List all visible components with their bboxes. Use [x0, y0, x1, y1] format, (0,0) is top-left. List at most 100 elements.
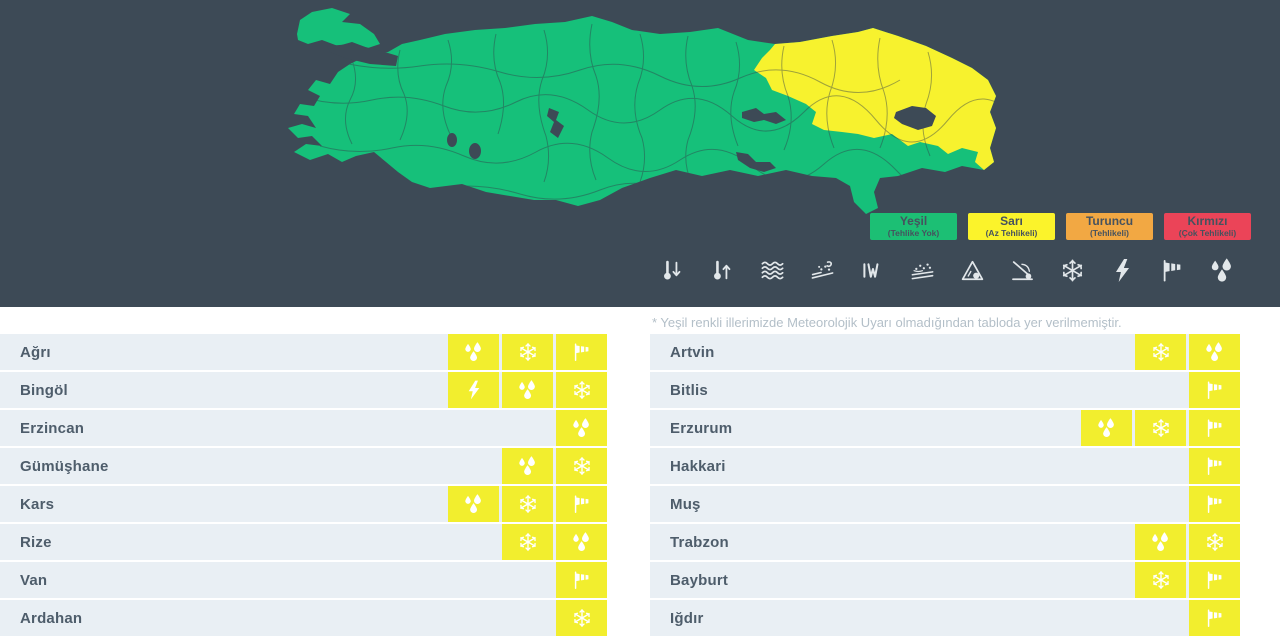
warning-cells	[1189, 448, 1240, 484]
rain-warning-cell[interactable]	[556, 410, 607, 446]
turkey-warning-map[interactable]	[0, 0, 1280, 307]
legend-label: Turuncu	[1085, 214, 1134, 229]
warning-cells	[448, 334, 607, 370]
wind-warning-cell[interactable]	[1189, 600, 1240, 636]
province-row[interactable]: Bitlis	[650, 372, 1240, 408]
snow-warning-cell[interactable]	[556, 600, 607, 636]
province-row[interactable]: Gümüşhane	[0, 448, 607, 484]
warning-cells	[448, 372, 607, 408]
province-row[interactable]: Rize	[0, 524, 607, 560]
province-row[interactable]: Ardahan	[0, 600, 607, 636]
legend-label: Kırmızı	[1187, 214, 1228, 229]
frost-icon	[847, 252, 897, 288]
rain-warning-cell[interactable]	[556, 524, 607, 560]
warning-cells	[1135, 524, 1240, 560]
risk-legend: Yeşil (Tehlike Yok) Sarı (Az Tehlikeli) Turu…	[870, 213, 1251, 240]
thunder-warning-cell[interactable]	[448, 372, 499, 408]
wind-warning-cell[interactable]	[1189, 410, 1240, 446]
snow-warning-cell[interactable]	[1135, 334, 1186, 370]
snow-warning-cell[interactable]	[556, 448, 607, 484]
warning-cells	[1189, 486, 1240, 522]
province-name: Gümüşhane	[20, 457, 109, 475]
province-row[interactable]: Artvin	[650, 334, 1240, 370]
warning-cells	[1081, 410, 1240, 446]
province-name: Iğdır	[670, 609, 704, 627]
temperature-rise-icon	[697, 252, 747, 288]
province-name: Van	[20, 571, 48, 589]
wind-warning-cell[interactable]	[1189, 448, 1240, 484]
legend-label: Yeşil	[899, 214, 928, 229]
province-row[interactable]: Muş	[650, 486, 1240, 522]
province-row[interactable]: Van	[0, 562, 607, 598]
wind-warning-cell[interactable]	[1189, 372, 1240, 408]
province-row[interactable]: Trabzon	[650, 524, 1240, 560]
rain-warning-cell[interactable]	[448, 334, 499, 370]
wind-warning-cell[interactable]	[1189, 486, 1240, 522]
map-region-thrace[interactable]	[297, 8, 380, 48]
province-name: Bitlis	[670, 381, 708, 399]
warning-map-panel: Yeşil (Tehlike Yok) Sarı (Az Tehlikeli) Turu…	[0, 0, 1280, 307]
warning-cells	[502, 448, 607, 484]
legend-red: Kırmızı (Çok Tehlikeli)	[1164, 213, 1251, 240]
snow-warning-cell[interactable]	[1135, 562, 1186, 598]
province-name: Erzincan	[20, 419, 85, 437]
keban-reservoir	[742, 108, 786, 124]
province-row[interactable]: Ağrı	[0, 334, 607, 370]
rain-warning-cell[interactable]	[502, 448, 553, 484]
province-row[interactable]: Hakkari	[650, 448, 1240, 484]
warning-cells	[1135, 334, 1240, 370]
province-row[interactable]: Erzincan	[0, 410, 607, 446]
lake-beysehir	[447, 133, 457, 147]
warning-cells	[556, 600, 607, 636]
rain-icon	[1197, 252, 1247, 288]
legend-yellow: Sarı (Az Tehlikeli)	[968, 213, 1055, 240]
lake-van	[894, 106, 936, 130]
rain-warning-cell[interactable]	[502, 372, 553, 408]
map-region-warning[interactable]	[754, 28, 996, 170]
province-name: Trabzon	[670, 533, 729, 551]
thunderstorm-icon	[1097, 252, 1147, 288]
rain-warning-cell[interactable]	[448, 486, 499, 522]
warning-cells	[1189, 600, 1240, 636]
rain-warning-cell[interactable]	[1081, 410, 1132, 446]
snow-warning-cell[interactable]	[502, 524, 553, 560]
lake-egirdir	[469, 143, 481, 159]
lake-tuz	[547, 108, 564, 138]
rain-warning-cell[interactable]	[1189, 334, 1240, 370]
snow-warning-cell[interactable]	[502, 334, 553, 370]
warning-cells	[556, 410, 607, 446]
blowing-snow-icon	[897, 252, 947, 288]
legend-sublabel: (Tehlikeli)	[1089, 228, 1130, 239]
snow-warning-cell[interactable]	[502, 486, 553, 522]
province-row[interactable]: Iğdır	[650, 600, 1240, 636]
ataturk-reservoir	[736, 152, 776, 172]
legend-sublabel: (Tehlike Yok)	[887, 228, 940, 239]
marmara-sea	[327, 44, 398, 66]
province-name: Erzurum	[670, 419, 733, 437]
wind-warning-cell[interactable]	[1189, 562, 1240, 598]
province-row[interactable]: Bayburt	[650, 562, 1240, 598]
province-name: Artvin	[670, 343, 715, 361]
snow-warning-cell[interactable]	[556, 372, 607, 408]
province-row[interactable]: Kars	[0, 486, 607, 522]
province-name: Bingöl	[20, 381, 68, 399]
legend-orange: Turuncu (Tehlikeli)	[1066, 213, 1153, 240]
province-row[interactable]: Bingöl	[0, 372, 607, 408]
wind-warning-cell[interactable]	[556, 562, 607, 598]
snow-warning-cell[interactable]	[1189, 524, 1240, 560]
wind-warning-cell[interactable]	[556, 486, 607, 522]
province-row[interactable]: Erzurum	[650, 410, 1240, 446]
snow-warning-cell[interactable]	[1135, 410, 1186, 446]
snow-icon	[1047, 252, 1097, 288]
warning-type-strip	[647, 252, 1247, 288]
rain-warning-cell[interactable]	[1135, 524, 1186, 560]
province-name: Bayburt	[670, 571, 729, 589]
warning-cells	[502, 524, 607, 560]
temperature-drop-icon	[647, 252, 697, 288]
wind-warning-cell[interactable]	[556, 334, 607, 370]
warning-table-right: Artvin Bitlis Erzurum Hakkari Muş Trabzon Bayb…	[650, 334, 1240, 638]
warning-table-left: Ağrı Bingöl Erzincan Gümüşhane Kars Rize Van Ar…	[0, 334, 607, 638]
dust-storm-icon	[797, 252, 847, 288]
province-name: Hakkari	[670, 457, 726, 475]
province-name: Ardahan	[20, 609, 83, 627]
